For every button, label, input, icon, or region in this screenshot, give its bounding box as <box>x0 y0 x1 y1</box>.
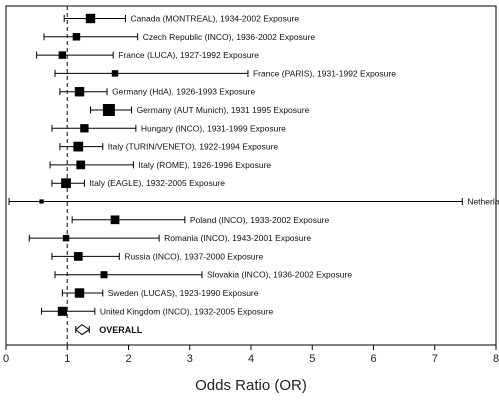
point-estimate <box>62 234 70 242</box>
point-estimate <box>73 141 84 152</box>
study-label: Germany (HdA), 1926-1993 Exposure <box>112 87 255 97</box>
point-estimate <box>100 271 108 279</box>
point-estimate <box>111 70 119 77</box>
point-estimate <box>85 13 96 24</box>
x-tick-label: 7 <box>432 353 438 365</box>
point-estimate <box>80 124 89 133</box>
x-tick-label: 8 <box>493 353 499 365</box>
study-label: United Kingdom (INCO), 1932-2005 Exposur… <box>100 306 274 316</box>
study-label: Poland (INCO), 1933-2002 Exposure <box>190 215 330 225</box>
point-estimate <box>39 199 44 204</box>
study-label: France (LUCA), 1927-1992 Exposure <box>118 50 259 60</box>
study-label: Czech Republic (INCO), 1936-2002 Exposur… <box>143 32 316 42</box>
point-estimate <box>73 252 83 261</box>
point-estimate <box>57 306 67 316</box>
x-tick-label: 3 <box>187 353 193 365</box>
point-estimate <box>76 160 86 170</box>
study-label: France (PARIS), 1931-1992 Exposure <box>253 68 396 78</box>
point-estimate <box>74 288 85 298</box>
x-tick-label: 5 <box>309 353 315 365</box>
study-label: Romania (INCO), 1943-2001 Exposure <box>164 233 311 243</box>
point-estimate <box>72 33 81 41</box>
study-label: Italy (TURIN/VENETO), 1922-1994 Exposure <box>108 142 279 152</box>
study-label: Germany (AUT Munich), 1931 1995 Exposure <box>137 105 310 115</box>
plot-area: 0 1 2 3 4 5 6 7 8 Canada (MONTREAL), 1934-2002 Ex… <box>3 5 499 365</box>
study-label: Sweden (LUCAS), 1923-1990 Exposure <box>108 288 259 298</box>
x-tick-label: 0 <box>3 353 9 365</box>
point-estimate <box>110 215 120 225</box>
study-label: Russia (INCO), 1937-2000 Exposure <box>124 251 263 261</box>
study-label: Italy (ROME), 1926-1996 Exposure <box>138 160 271 170</box>
overall-diamond <box>75 323 91 336</box>
x-tick-label: 1 <box>64 353 70 365</box>
x-axis-title: Odds Ratio (OR) <box>195 377 307 394</box>
overall-label: OVERALL <box>99 325 143 335</box>
x-tick-label: 6 <box>370 353 376 365</box>
x-tick-label: 2 <box>125 353 131 365</box>
point-estimate <box>74 86 85 97</box>
point-estimate <box>58 51 67 59</box>
point-estimate <box>61 178 71 189</box>
x-tick-label: 4 <box>248 353 254 365</box>
study-label: Italy (EAGLE), 1932-2005 Exposure <box>89 178 225 188</box>
point-estimate <box>102 104 115 116</box>
study-label: Hungary (INCO), 1931-1999 Exposure <box>141 123 286 133</box>
study-label: Slovakia (INCO), 1936-2002 Exposure <box>207 270 352 280</box>
study-label: Canada (MONTREAL), 1934-2002 Exposure <box>130 14 299 24</box>
study-label: Netherlands (MORGEN), 1945-1994 Exposure <box>467 197 499 207</box>
